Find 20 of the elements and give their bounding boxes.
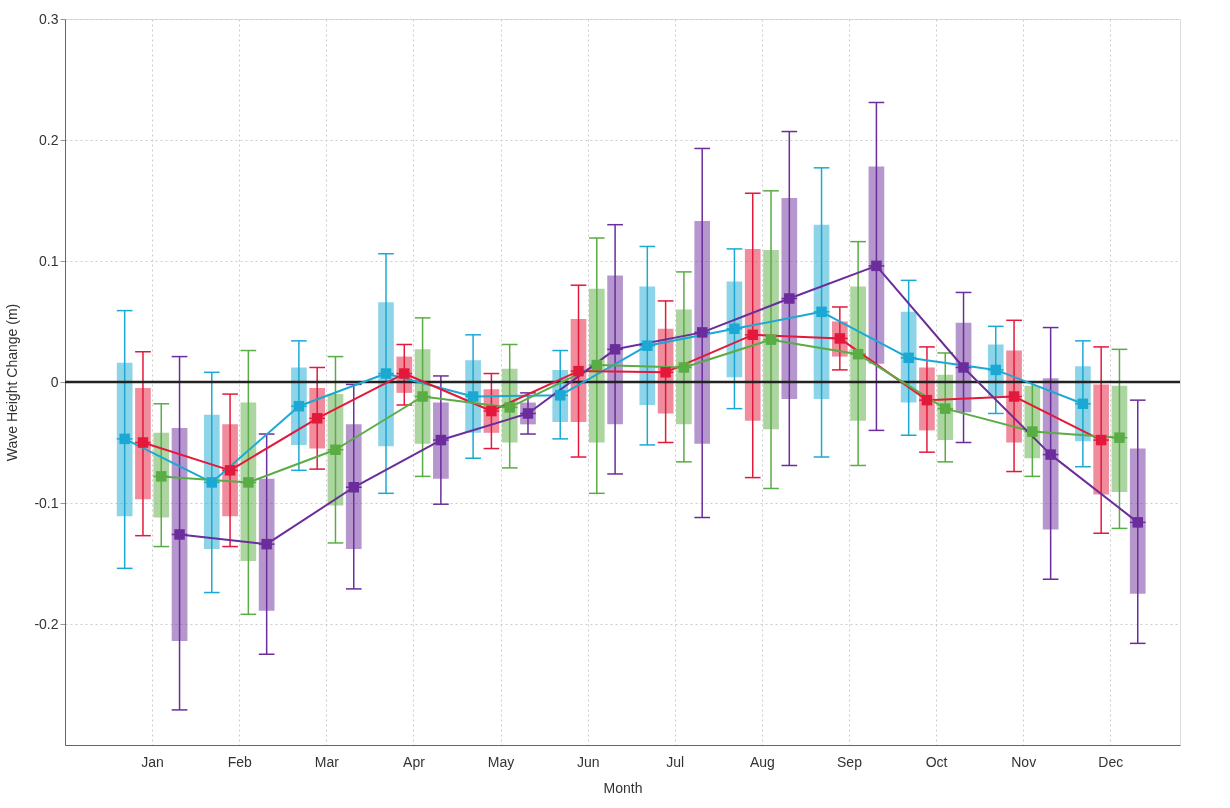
x-tick-label: Jan	[141, 753, 164, 770]
y-tick-label: 0.2	[39, 131, 59, 148]
y-tick-label: -0.2	[34, 615, 59, 632]
y-tick-label: 0.1	[39, 252, 59, 269]
x-tick-label: Dec	[1098, 753, 1124, 770]
x-tick-label: Aug	[749, 753, 775, 770]
y-axis-title: Wave Height Change (m)	[4, 303, 21, 462]
x-tick-label: Nov	[1011, 753, 1037, 770]
x-axis-title: Month	[603, 779, 643, 796]
x-tick-label: Jun	[576, 753, 600, 770]
x-tick-label: Jul	[666, 753, 685, 770]
x-tick-label: Feb	[227, 753, 252, 770]
y-tick-label: 0.3	[39, 10, 59, 27]
x-tick-label: May	[487, 753, 515, 770]
x-tick-label: Oct	[925, 753, 948, 770]
y-tick-label: 0	[50, 373, 59, 390]
x-tick-label: Apr	[403, 753, 426, 770]
x-tick-label: Mar	[314, 753, 340, 770]
y-tick-label: -0.1	[34, 494, 59, 511]
x-tick-label: Sep	[837, 753, 863, 770]
